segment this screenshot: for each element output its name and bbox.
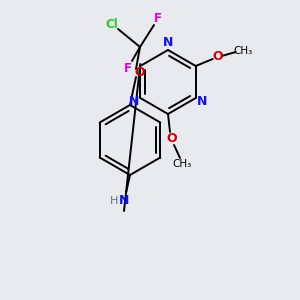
Text: Cl: Cl bbox=[106, 19, 118, 32]
Text: N: N bbox=[163, 37, 173, 50]
Text: O: O bbox=[167, 131, 177, 145]
Text: O: O bbox=[135, 65, 145, 79]
Text: O: O bbox=[212, 50, 223, 62]
Text: N: N bbox=[196, 95, 207, 108]
Text: F: F bbox=[124, 62, 132, 76]
Text: N: N bbox=[119, 194, 129, 208]
Text: CH₃: CH₃ bbox=[233, 46, 252, 56]
Text: F: F bbox=[154, 13, 162, 26]
Text: CH₃: CH₃ bbox=[172, 159, 192, 169]
Text: N: N bbox=[129, 95, 140, 108]
Text: H: H bbox=[110, 196, 118, 206]
